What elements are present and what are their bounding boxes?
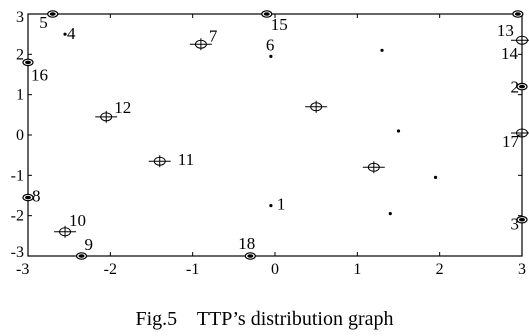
point-label: 17: [502, 132, 520, 151]
x-tick-label: -3: [16, 261, 29, 278]
y-tick-label: 0: [16, 127, 24, 144]
point-label: 3: [511, 215, 520, 234]
x-tick-label: 2: [436, 261, 444, 278]
point-label: 12: [114, 98, 131, 117]
point-label: 18: [238, 234, 255, 253]
point-label: 8: [32, 187, 41, 206]
point-label: 9: [85, 235, 94, 254]
data-point: [516, 82, 528, 91]
data-point: [95, 110, 118, 123]
point-label: 15: [271, 15, 288, 34]
point-label: 7: [209, 26, 218, 45]
data-point: [22, 193, 34, 202]
data-point: [47, 10, 59, 18]
figure-caption: Fig.5 TTP’s distribution graph: [135, 308, 394, 330]
y-tick-label: 2: [16, 46, 24, 63]
data-point: [380, 48, 384, 52]
data-point: [63, 32, 67, 36]
data-point: [516, 215, 528, 224]
point-label: 13: [497, 21, 514, 40]
data-point: [244, 252, 256, 260]
point-label: 11: [178, 150, 194, 169]
data-point: [269, 54, 273, 58]
data-point: [396, 129, 401, 133]
point-label: 2: [511, 78, 520, 97]
point-label: 14: [501, 44, 519, 63]
point-label: 6: [266, 35, 275, 54]
data-point: [433, 175, 438, 179]
data-point: [148, 155, 171, 168]
data-point: [362, 161, 385, 174]
data-point: [22, 58, 34, 67]
data-point: [512, 10, 524, 18]
data-point: [511, 126, 529, 139]
x-tick-label: 0: [271, 261, 279, 278]
point-label: 4: [67, 24, 76, 43]
axis-ticks: [27, 13, 523, 257]
data-point: [511, 34, 529, 47]
point-label: 16: [31, 65, 48, 84]
x-tick-label: -2: [104, 261, 117, 278]
data-point: [54, 225, 77, 238]
x-tick-label: 1: [353, 261, 361, 278]
data-markers: [22, 10, 529, 260]
y-tick-label: -2: [11, 208, 24, 225]
y-tick-label: -1: [11, 167, 24, 184]
y-tick-label: 1: [16, 87, 24, 104]
y-tick-label: -3: [11, 244, 24, 261]
data-point: [261, 10, 273, 18]
data-point: [305, 100, 328, 113]
point-label: 5: [39, 13, 48, 32]
point-label: 1: [277, 195, 286, 214]
point-label: 10: [69, 211, 86, 230]
x-tick-label: -1: [186, 261, 199, 278]
data-point: [189, 38, 212, 51]
data-point: [75, 252, 88, 260]
data-point: [269, 203, 273, 208]
data-point: [388, 212, 392, 216]
plot-frame: [27, 13, 523, 257]
y-tick-label: 3: [16, 9, 24, 26]
x-tick-label: 3: [518, 261, 526, 278]
